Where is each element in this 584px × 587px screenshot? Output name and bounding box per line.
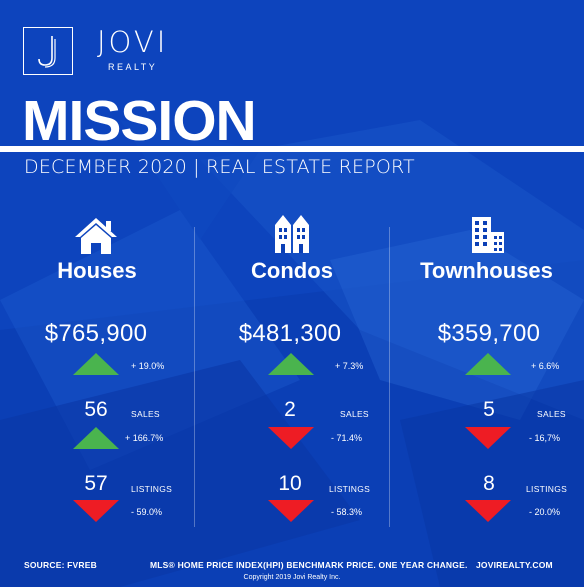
condos-price-up-arrow-icon [268, 353, 314, 375]
footer-copyright: Copyright 2019 Jovi Realty Inc. [243, 574, 341, 581]
condos-listings-change: - 58.3% [331, 507, 363, 517]
townhouses-sales-down-arrow-icon [465, 427, 511, 449]
houses-sales-change: + 166.7% [125, 433, 164, 443]
brand-logo: JOVI REALTY [23, 27, 168, 75]
report-subtitle: DECEMBER 2020 | REAL ESTATE REPORT [24, 156, 415, 178]
condos-sales-label: SALES [340, 409, 369, 419]
townhouses-price: $359,700 [437, 320, 541, 347]
townhouses-sales-label: SALES [537, 409, 566, 419]
title-divider [0, 146, 584, 152]
condos-sales-count: 2 [284, 398, 296, 421]
houses-label: Houses [57, 258, 137, 283]
townhouses-listings-change: - 20.0% [529, 507, 561, 517]
townhouses-price-up-arrow-icon [465, 353, 511, 375]
houses-sales-up-arrow-icon [73, 427, 119, 449]
brand-tagline: REALTY [107, 62, 158, 72]
condos-price-change: + 7.3% [335, 361, 364, 371]
houses-sales-count: 56 [84, 398, 108, 421]
footer-note: MLS® HOME PRICE INDEX(HPI) BENCHMARK PRI… [150, 560, 468, 570]
townhouses-label: Townhouses [420, 258, 553, 283]
house-icon [75, 218, 117, 254]
houses-listings-label: LISTINGS [131, 484, 173, 494]
condos-label: Condos [251, 258, 333, 283]
townhouses-sales-change: - 16,7% [529, 433, 561, 443]
footer-website[interactable]: JOVIREALTY.COM [476, 560, 553, 570]
townhouses-listings-count: 8 [483, 472, 495, 495]
condos-listings-count: 10 [278, 472, 302, 495]
logo-j-icon [38, 36, 56, 68]
brand-name: JOVI [97, 25, 169, 59]
condos-sales-down-arrow-icon [268, 427, 314, 449]
houses-listings-down-arrow-icon [73, 500, 119, 522]
townhouses-sales-count: 5 [483, 398, 495, 421]
condos-listings-down-arrow-icon [268, 500, 314, 522]
houses-sales-label: SALES [131, 409, 160, 419]
condo-icon [275, 215, 309, 253]
condos-price: $481,300 [238, 320, 342, 347]
condos-sales-change: - 71.4% [331, 433, 363, 443]
townhouses-price-change: + 6.6% [531, 361, 560, 371]
report-title: MISSION [22, 89, 257, 153]
houses-listings-change: - 59.0% [131, 507, 163, 517]
houses-price-up-arrow-icon [73, 353, 119, 375]
logo-mark [23, 27, 73, 75]
condos-listings-label: LISTINGS [329, 484, 371, 494]
column-divider [389, 227, 390, 527]
houses-price: $765,900 [44, 320, 148, 347]
townhouses-listings-down-arrow-icon [465, 500, 511, 522]
footer-source: SOURCE: FVREB [24, 560, 97, 570]
townhouse-icon [472, 217, 504, 253]
houses-listings-count: 57 [84, 472, 108, 495]
column-divider [194, 227, 195, 527]
houses-price-change: + 19.0% [131, 361, 165, 371]
townhouses-listings-label: LISTINGS [526, 484, 568, 494]
